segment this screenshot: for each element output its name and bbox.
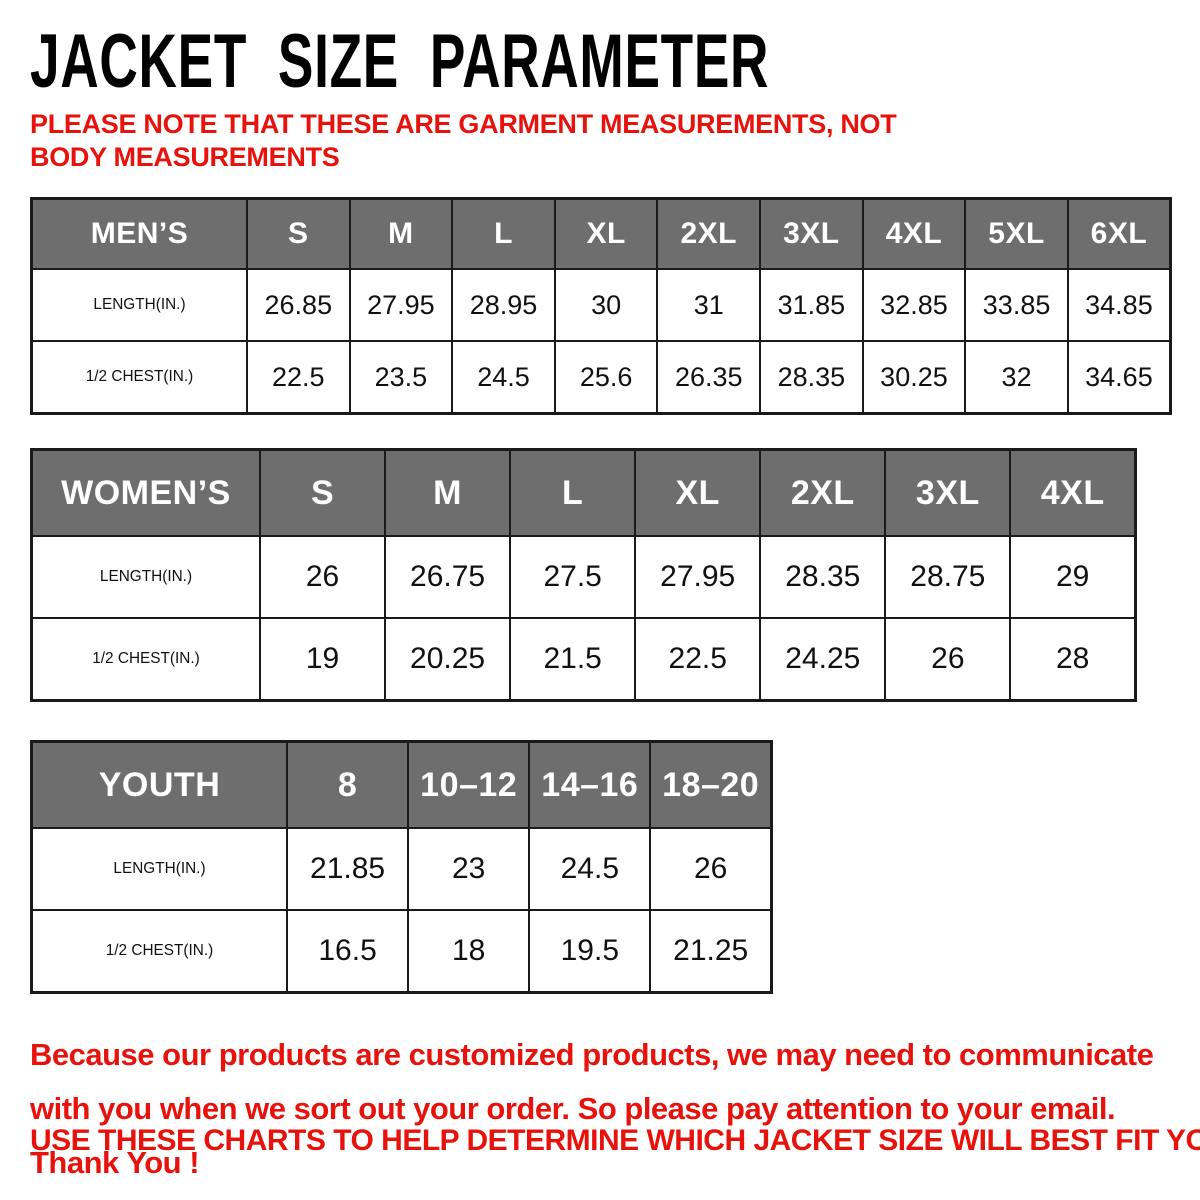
mens-value-cell: 27.95 — [348, 268, 454, 342]
youth-value-cell: 26 — [649, 827, 773, 911]
womens-size-header: 4XL — [1009, 448, 1137, 537]
womens-value-cell: 28.35 — [759, 535, 887, 619]
womens-value-cell: 27.95 — [634, 535, 762, 619]
page-title: JACKET SIZE PARAMETER — [30, 19, 770, 104]
mens-value-cell: 32.85 — [861, 268, 967, 342]
womens-value-cell: 24.25 — [759, 617, 887, 702]
mens-size-header: 3XL — [759, 197, 864, 270]
mens-value-cell: 30 — [553, 268, 659, 342]
youth-data-row: 1/2 CHEST(IN.) 16.5 18 19.5 21.25 — [30, 909, 773, 994]
mens-data-row: 1/2 CHEST(IN.) 22.5 23.5 24.5 25.6 26.35 28.35… — [30, 340, 1172, 415]
mens-value-cell: 24.5 — [451, 340, 556, 415]
mens-row-label: 1/2 CHEST(IN.) — [30, 340, 248, 415]
womens-data-row: LENGTH(IN.) 26 26.75 27.5 27.95 28.35 28.75 29 — [30, 535, 1137, 619]
youth-value-cell: 21.25 — [649, 909, 773, 994]
mens-value-cell: 26.35 — [656, 340, 762, 415]
womens-size-header: L — [509, 448, 637, 537]
womens-value-cell: 19 — [258, 617, 387, 702]
youth-data-row: LENGTH(IN.) 21.85 23 24.5 26 — [30, 827, 773, 911]
youth-value-cell: 18 — [407, 909, 531, 994]
womens-row-label: LENGTH(IN.) — [30, 535, 261, 619]
youth-header-title: YOUTH — [30, 740, 288, 829]
womens-value-cell: 28.75 — [884, 535, 1012, 619]
womens-row-label: 1/2 CHEST(IN.) — [30, 617, 261, 702]
youth-row-label: 1/2 CHEST(IN.) — [30, 909, 288, 994]
mens-header-title: MEN’S — [30, 197, 248, 270]
womens-size-header: XL — [634, 448, 762, 537]
mens-value-cell: 31 — [656, 268, 762, 342]
mens-value-cell: 32 — [964, 340, 1069, 415]
mens-size-header: 4XL — [861, 197, 967, 270]
womens-value-cell: 21.5 — [509, 617, 637, 702]
youth-size-header: 18–20 — [649, 740, 773, 829]
womens-table: WOMEN’S S M L XL 2XL 3XL 4XL LENGTH(IN.) 26 26.75 2… — [30, 448, 1137, 702]
mens-value-cell: 28.95 — [451, 268, 556, 342]
mens-size-header: M — [348, 197, 454, 270]
mens-value-cell: 33.85 — [964, 268, 1069, 342]
womens-size-header: S — [258, 448, 387, 537]
youth-value-cell: 16.5 — [285, 909, 410, 994]
womens-value-cell: 28 — [1009, 617, 1137, 702]
mens-row-label: LENGTH(IN.) — [30, 268, 248, 342]
youth-value-cell: 23 — [407, 827, 531, 911]
mens-table: MEN’S S M L XL 2XL 3XL 4XL 5XL 6XL LENGTH(IN.) 26.8… — [30, 197, 1172, 415]
womens-value-cell: 29 — [1009, 535, 1137, 619]
mens-size-header: 2XL — [656, 197, 762, 270]
mens-value-cell: 26.85 — [246, 268, 351, 342]
youth-table: YOUTH 8 10–12 14–16 18–20 LENGTH(IN.) 21.85 23 2… — [30, 740, 773, 994]
customized-products-notice: Because our products are customized prod… — [30, 1037, 1154, 1180]
youth-size-header: 14–16 — [528, 740, 652, 829]
youth-header-row: YOUTH 8 10–12 14–16 18–20 — [30, 740, 773, 829]
womens-header-row: WOMEN’S S M L XL 2XL 3XL 4XL — [30, 448, 1137, 537]
womens-value-cell: 26 — [258, 535, 387, 619]
womens-value-cell: 22.5 — [634, 617, 762, 702]
mens-size-header: S — [246, 197, 351, 270]
mens-value-cell: 34.65 — [1066, 340, 1172, 415]
womens-size-header: M — [384, 448, 512, 537]
womens-value-cell: 26.75 — [384, 535, 512, 619]
mens-value-cell: 23.5 — [348, 340, 454, 415]
womens-size-table: WOMEN’S S M L XL 2XL 3XL 4XL LENGTH(IN.) 26 26.75 2… — [30, 448, 1137, 702]
mens-value-cell: 34.85 — [1066, 268, 1172, 342]
mens-header-row: MEN’S S M L XL 2XL 3XL 4XL 5XL 6XL — [30, 197, 1172, 270]
womens-value-cell: 20.25 — [384, 617, 512, 702]
use-charts-instruction: USE THESE CHARTS TO HELP DETERMINE WHICH… — [30, 1124, 1200, 1157]
womens-value-cell: 26 — [884, 617, 1012, 702]
mens-value-cell: 28.35 — [759, 340, 864, 415]
youth-row-label: LENGTH(IN.) — [30, 827, 288, 911]
mens-size-header: 6XL — [1066, 197, 1172, 270]
mens-size-header: XL — [553, 197, 659, 270]
womens-value-cell: 27.5 — [509, 535, 637, 619]
mens-data-row: LENGTH(IN.) 26.85 27.95 28.95 30 31 31.85 32.85… — [30, 268, 1172, 342]
mens-size-header: 5XL — [964, 197, 1069, 270]
youth-value-cell: 19.5 — [528, 909, 652, 994]
mens-value-cell: 30.25 — [861, 340, 967, 415]
youth-size-header: 8 — [285, 740, 410, 829]
mens-value-cell: 31.85 — [759, 268, 864, 342]
mens-size-table: MEN’S S M L XL 2XL 3XL 4XL 5XL 6XL LENGTH(IN.) 26.8… — [30, 197, 1172, 415]
womens-data-row: 1/2 CHEST(IN.) 19 20.25 21.5 22.5 24.25 26 28 — [30, 617, 1137, 702]
womens-size-header: 3XL — [884, 448, 1012, 537]
mens-value-cell: 22.5 — [246, 340, 351, 415]
mens-value-cell: 25.6 — [553, 340, 659, 415]
womens-header-title: WOMEN’S — [30, 448, 261, 537]
youth-value-cell: 24.5 — [528, 827, 652, 911]
youth-size-header: 10–12 — [407, 740, 531, 829]
womens-size-header: 2XL — [759, 448, 887, 537]
youth-size-table: YOUTH 8 10–12 14–16 18–20 LENGTH(IN.) 21.85 23 2… — [30, 740, 773, 994]
garment-measurements-note: PLEASE NOTE THAT THESE ARE GARMENT MEASU… — [30, 109, 897, 172]
mens-size-header: L — [451, 197, 556, 270]
youth-value-cell: 21.85 — [285, 827, 410, 911]
